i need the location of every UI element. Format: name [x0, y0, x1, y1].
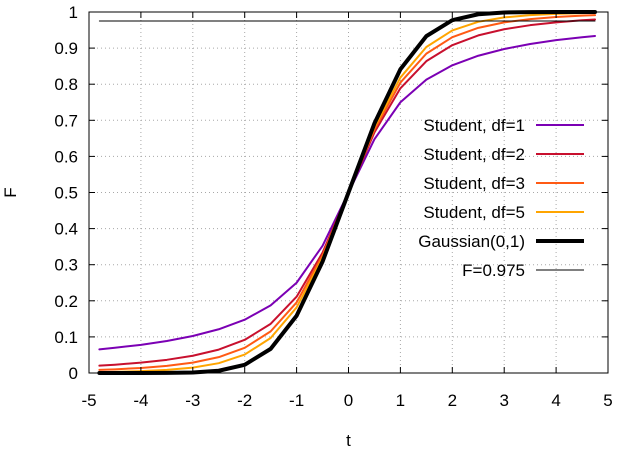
- x-tick-label: 1: [396, 391, 405, 410]
- y-axis-title: F: [1, 187, 20, 197]
- legend-label: Student, df=3: [423, 174, 525, 193]
- legend-label: Student, df=5: [423, 203, 525, 222]
- legend-label: F=0.975: [462, 261, 525, 280]
- x-tick-label: -5: [81, 391, 96, 410]
- y-tick-label: 0.5: [54, 184, 78, 203]
- x-tick-label: 5: [603, 391, 612, 410]
- legend: Student, df=1 Student, df=2 Student, df=3 S…: [418, 116, 584, 280]
- legend-label: Student, df=1: [423, 116, 525, 135]
- x-tick-label: -4: [133, 391, 148, 410]
- y-tick-label: 0.4: [54, 220, 78, 239]
- y-tick-label: 0.8: [54, 75, 78, 94]
- x-tick-label: 4: [551, 391, 560, 410]
- x-tick-label: 0: [344, 391, 353, 410]
- x-tick-label: -1: [289, 391, 304, 410]
- legend-label: Student, df=2: [423, 145, 525, 164]
- x-tick-label: -2: [237, 391, 252, 410]
- legend-label: Gaussian(0,1): [418, 232, 525, 251]
- axis-ticks: [88, 11, 609, 374]
- x-tick-label: 2: [448, 391, 457, 410]
- y-tick-label: 0.2: [54, 292, 78, 311]
- tick-labels: -5 -4 -3 -2 -1 0 1 2 3 4 5 0 0.1 0.2 0.3 0.4 0.5 0.6 0.7 0.…: [54, 3, 612, 410]
- x-tick-label: -3: [185, 391, 200, 410]
- y-tick-label: 0.9: [54, 39, 78, 58]
- x-axis-title: t: [346, 431, 351, 450]
- y-tick-label: 0: [69, 364, 78, 383]
- y-tick-label: 0.7: [54, 111, 78, 130]
- y-tick-label: 0.3: [54, 256, 78, 275]
- y-tick-label: 0.1: [54, 328, 78, 347]
- x-tick-label: 3: [499, 391, 508, 410]
- y-tick-label: 1: [69, 3, 78, 22]
- y-tick-label: 0.6: [54, 147, 78, 166]
